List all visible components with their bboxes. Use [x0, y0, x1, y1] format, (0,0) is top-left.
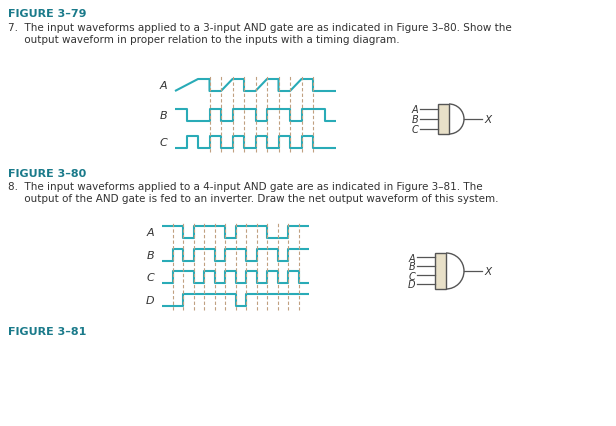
Text: B: B [411, 115, 418, 125]
Text: 7.  The input waveforms applied to a 3-input AND gate are as indicated in Figure: 7. The input waveforms applied to a 3-in… [8, 23, 512, 44]
Text: X: X [484, 115, 491, 125]
Polygon shape [438, 105, 449, 135]
Text: C: C [160, 138, 167, 148]
Polygon shape [435, 253, 446, 289]
Text: D: D [145, 295, 154, 305]
Text: B: B [147, 250, 154, 260]
Text: FIGURE 3–79: FIGURE 3–79 [8, 9, 86, 19]
Text: B: B [408, 262, 415, 272]
Text: A: A [411, 105, 418, 115]
Text: C: C [408, 271, 415, 281]
Text: D: D [408, 280, 415, 290]
Text: C: C [411, 125, 418, 135]
Text: A: A [408, 253, 415, 263]
Text: B: B [160, 111, 167, 121]
Text: 8.  The input waveforms applied to a 4-input AND gate are as indicated in Figure: 8. The input waveforms applied to a 4-in… [8, 181, 498, 203]
Text: FIGURE 3–80: FIGURE 3–80 [8, 169, 86, 178]
Text: A: A [147, 227, 154, 237]
Text: A: A [160, 81, 167, 91]
Text: X: X [484, 266, 491, 276]
Text: C: C [146, 272, 154, 282]
Text: FIGURE 3–81: FIGURE 3–81 [8, 326, 86, 336]
